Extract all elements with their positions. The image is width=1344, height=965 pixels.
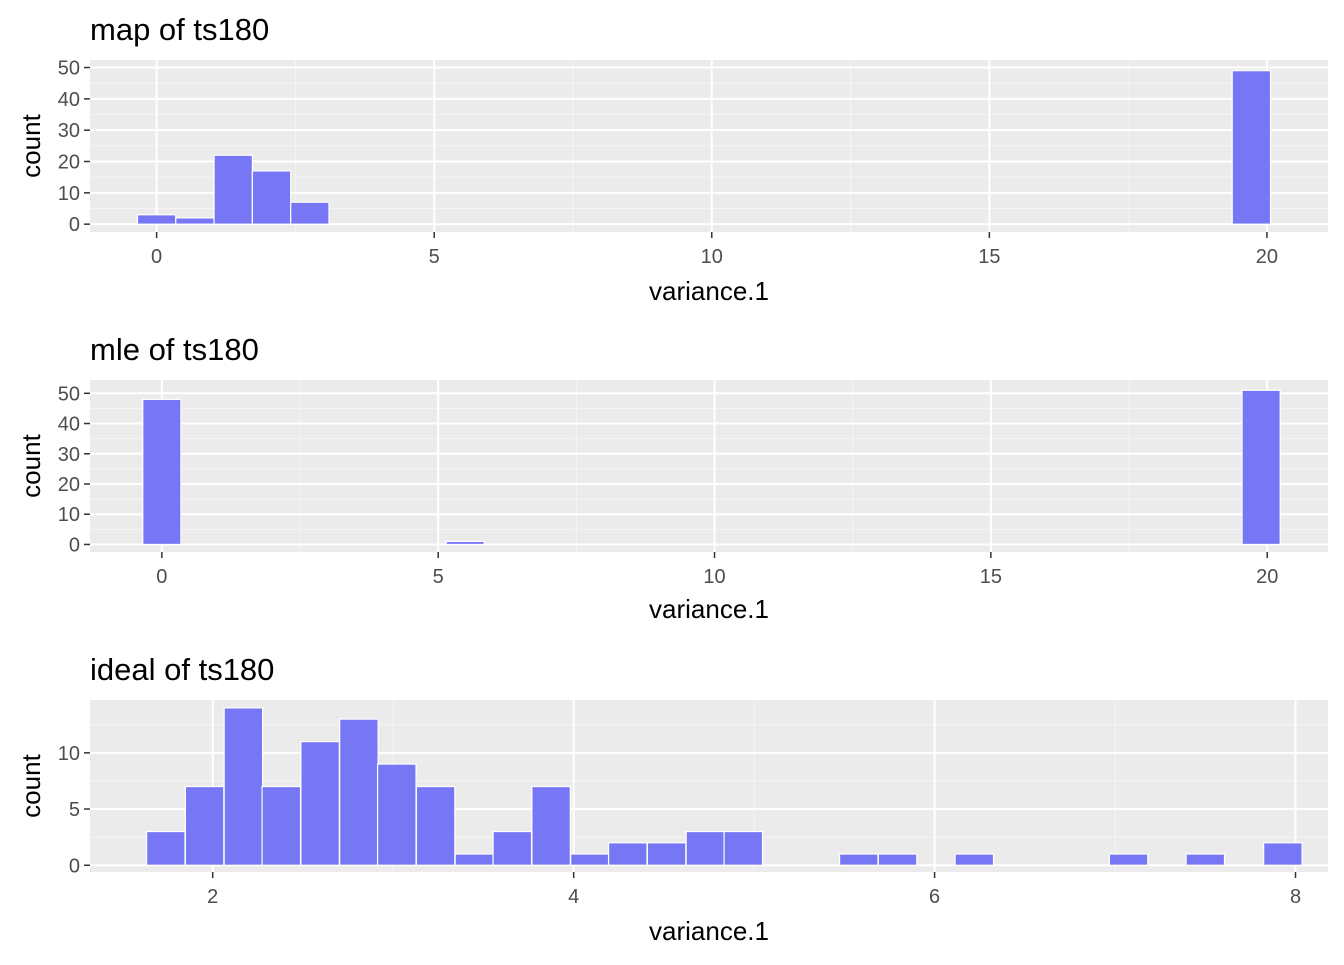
- ideal-x-tick-label: 4: [568, 886, 579, 908]
- map-panel: 0 5 10 15 20 0 10 20 30 40 50 map of ts180 variance.…: [16, 12, 1328, 306]
- ideal-y-tick-label: 5: [69, 799, 80, 821]
- ideal-histogram-bar: [954, 853, 995, 866]
- mle-x-tick-label: 5: [433, 566, 444, 588]
- mle-plot-background: [90, 380, 1328, 552]
- map-histogram-bar: [136, 214, 177, 225]
- map-y-tick-label: 30: [58, 120, 80, 142]
- ideal-chart-title: ideal of ts180: [90, 652, 274, 687]
- mle-y-tick-label: 50: [58, 383, 80, 405]
- mle-x-tick-label: 0: [156, 566, 167, 588]
- map-y-tick-label: 20: [58, 152, 80, 174]
- ideal-histogram-bar: [607, 842, 648, 866]
- mle-x-axis-label: variance.1: [649, 594, 769, 624]
- map-histogram-bar: [213, 154, 253, 225]
- map-histogram-bar: [251, 170, 292, 225]
- map-x-tick-label: 5: [429, 246, 440, 268]
- map-histogram-bar: [1231, 70, 1272, 225]
- ideal-histogram-bar: [415, 785, 456, 866]
- ideal-histogram-bar: [723, 830, 764, 866]
- ideal-histogram-bar: [376, 763, 417, 866]
- ideal-histogram-bar: [1263, 842, 1303, 866]
- ideal-panel: 2 4 6 8 0 5 10 ideal of ts180 variance.1 count: [16, 652, 1328, 946]
- ideal-histogram-bar: [184, 785, 225, 866]
- map-x-tick-label: 0: [151, 246, 162, 268]
- map-y-tick-label: 10: [58, 183, 80, 205]
- ideal-histogram-bar: [492, 830, 533, 866]
- mle-chart-title: mle of ts180: [90, 332, 259, 367]
- mle-y-axis-label: count: [16, 433, 46, 497]
- ideal-x-tick-label: 8: [1290, 886, 1301, 908]
- map-x-tick-label: 20: [1256, 246, 1278, 268]
- mle-x-tick-label: 20: [1256, 566, 1278, 588]
- ideal-histogram-bar: [261, 785, 302, 866]
- ideal-histogram-bar: [339, 718, 379, 866]
- ideal-histogram-bar: [685, 830, 726, 866]
- ideal-histogram-bar: [1108, 853, 1149, 866]
- ideal-histogram-bar: [838, 853, 879, 866]
- mle-x-tick-label: 10: [703, 566, 725, 588]
- map-x-tick-label: 10: [701, 246, 723, 268]
- map-x-tick-label: 15: [978, 246, 1000, 268]
- ideal-histogram-bar: [646, 842, 687, 866]
- ideal-histogram-bar: [145, 830, 186, 866]
- ideal-histogram-bar: [877, 853, 918, 866]
- ideal-histogram-bar: [300, 740, 340, 866]
- ideal-histogram-bar: [223, 707, 264, 866]
- mle-histogram-bar: [1241, 389, 1281, 546]
- ideal-histogram-bar: [531, 785, 571, 866]
- mle-y-tick-label: 20: [58, 474, 80, 496]
- ideal-y-tick-label: 10: [58, 743, 80, 765]
- map-y-tick-label: 40: [58, 89, 80, 111]
- map-histogram-bar: [290, 201, 330, 225]
- mle-y-tick-label: 30: [58, 444, 80, 466]
- ideal-histogram-bar: [454, 853, 495, 866]
- mle-y-tick-label: 10: [58, 504, 80, 526]
- ideal-y-tick-label: 0: [69, 855, 80, 877]
- map-y-axis-label: count: [16, 113, 46, 177]
- mle-x-tick-label: 15: [980, 566, 1002, 588]
- ideal-x-axis-label: variance.1: [649, 916, 769, 946]
- ideal-histogram-bar: [1185, 853, 1226, 866]
- mle-y-tick-label: 40: [58, 414, 80, 436]
- mle-y-tick-label: 0: [69, 534, 80, 556]
- map-y-tick-label: 0: [69, 214, 80, 236]
- ideal-histogram-bar: [570, 853, 610, 866]
- map-x-axis-label: variance.1: [649, 276, 769, 306]
- mle-histogram-bar: [445, 540, 485, 546]
- ideal-x-tick-label: 6: [929, 886, 940, 908]
- map-y-tick-label: 50: [58, 58, 80, 80]
- ideal-x-tick-label: 2: [207, 886, 218, 908]
- ideal-y-axis-label: count: [16, 753, 46, 817]
- map-histogram-bar: [175, 217, 215, 225]
- mle-histogram-bar: [142, 398, 182, 546]
- mle-panel: 0 5 10 15 20 0 10 20 30 40 50 mle of ts180 variance.…: [16, 332, 1328, 624]
- map-chart-title: map of ts180: [90, 12, 269, 47]
